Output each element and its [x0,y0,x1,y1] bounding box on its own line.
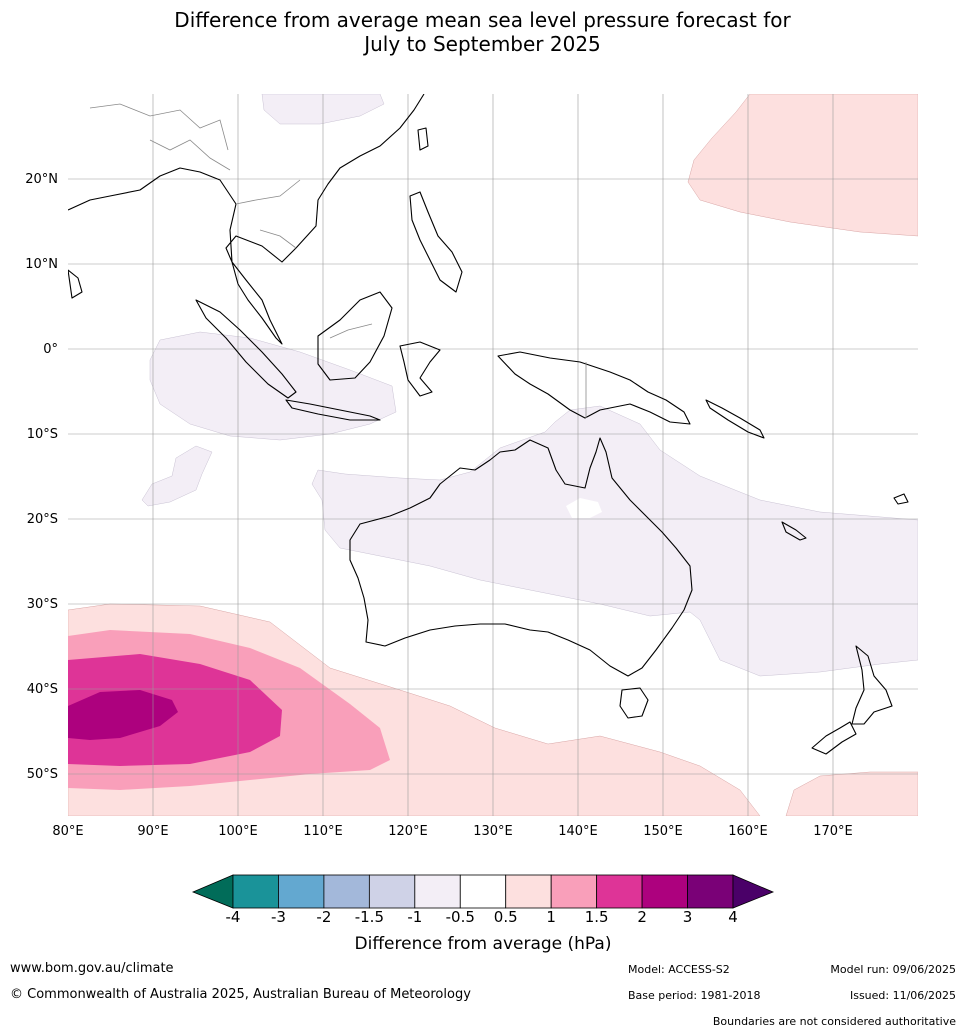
colorbar-tick-label: -1.5 [355,908,384,926]
lon-label-100e: 100°E [218,824,258,839]
coast-new-guinea [497,351,691,425]
footer-disclaimer: Boundaries are not considered authoritat… [712,1015,956,1028]
coast-mainland-asia [68,94,425,345]
lon-label-80e: 80°E [52,824,83,839]
colorbar-cell [459,874,507,909]
coast-fiji [893,493,909,505]
lon-label-140e: 140°E [558,824,598,839]
coastlines [68,94,909,755]
anomaly-region-neg-indonesia [149,331,397,441]
lon-label-130e: 130°E [473,824,513,839]
lat-label-20n: 20°N [25,172,58,187]
colorbar-cell [687,874,734,909]
footer-model-run: Model run: 09/06/2025 [830,963,956,976]
colorbar-cells [232,874,734,909]
colorbar-tick-label: -4 [226,908,241,926]
lat-label-0: 0° [43,342,58,357]
colorbar: -4 -3 -2 -1.5 -1 -0.5 0.5 1 1.5 2 3 4 Difference fr… [191,874,775,954]
colorbar-tick-label: 1.5 [585,908,609,926]
colorbar-cell [368,874,416,909]
colorbar-tick-label: -2 [316,908,331,926]
lat-label-30s: 30°S [27,597,58,612]
anomaly-region-neg-australia [311,405,918,677]
colorbar-title: Difference from average (hPa) [355,934,612,954]
longitude-labels: 80°E 90°E 100°E 110°E 120°E 130°E 140°E … [52,824,852,839]
colorbar-cell [596,874,643,909]
coast-australia [349,437,693,677]
country-borders [89,103,587,418]
colorbar-tick-label: -1 [407,908,422,926]
coast-tasmania [619,687,649,719]
footer-base-period: Base period: 1981-2018 [628,989,761,1002]
coast-sumatra [195,299,297,399]
anomaly-region-0.5-1-southeast [785,771,918,816]
anomaly-hole [566,498,602,518]
coast-new-zealand-north [851,645,893,725]
anomaly-shading [68,94,918,816]
anomaly-region-2-3 [68,690,178,740]
colorbar-tick-label: -0.5 [446,908,475,926]
coast-java [285,399,381,421]
footer-model: Model: ACCESS-S2 [628,963,730,976]
colorbar-tick-label: 0.5 [494,908,518,926]
coast-solomons [705,399,765,439]
coast-sulawesi [399,341,441,397]
footer-url[interactable]: www.bom.gov.au/climate [10,961,174,976]
lon-label-120e: 120°E [388,824,428,839]
colorbar-cell [414,874,461,909]
colorbar-cell [641,874,688,909]
coast-new-caledonia [781,521,807,541]
colorbar-ticks: -4 -3 -2 -1.5 -1 -0.5 0.5 1 1.5 2 3 4 [226,908,738,926]
coast-taiwan [417,127,429,151]
title-line-1: Difference from average mean sea level p… [174,8,791,32]
colorbar-over-arrow [732,874,775,909]
colorbar-cell [505,874,552,909]
lat-label-10s: 10°S [27,427,58,442]
lat-label-10n: 10°N [25,257,58,272]
coast-new-zealand-south [811,721,857,755]
colorbar-cell [323,874,370,909]
lon-label-150e: 150°E [643,824,683,839]
lon-label-110e: 110°E [303,824,343,839]
colorbar-under-arrow [191,874,234,909]
lat-label-20s: 20°S [27,512,58,527]
lon-label-170e: 170°E [813,824,853,839]
colorbar-cell [278,874,325,909]
anomaly-region-neg-west [141,445,213,507]
colorbar-cell [232,874,279,909]
anomaly-region-0.5-1-northeast [687,94,918,237]
colorbar-tick-label: 2 [637,908,647,926]
title-line-2: July to September 2025 [364,32,601,56]
lat-label-40s: 40°S [27,682,58,697]
footer-issued: Issued: 11/06/2025 [849,989,956,1002]
graticule [68,94,918,816]
coast-sri-lanka [68,269,83,299]
coast-borneo [317,291,393,381]
colorbar-tick-label: 4 [728,908,738,926]
lon-label-90e: 90°E [137,824,168,839]
footer-copyright: © Commonwealth of Australia 2025, Austra… [10,987,471,1002]
colorbar-cell [550,874,598,909]
colorbar-tick-label: -3 [271,908,286,926]
coast-philippines [409,191,463,293]
map-title: Difference from average mean sea level p… [0,8,965,56]
colorbar-tick-label: 1 [546,908,556,926]
latitude-labels: 20°N 10°N 0° 10°S 20°S 30°S 40°S 50°S [25,172,58,782]
lon-label-160e: 160°E [728,824,768,839]
lat-label-50s: 50°S [27,767,58,782]
colorbar-tick-label: 3 [683,908,693,926]
